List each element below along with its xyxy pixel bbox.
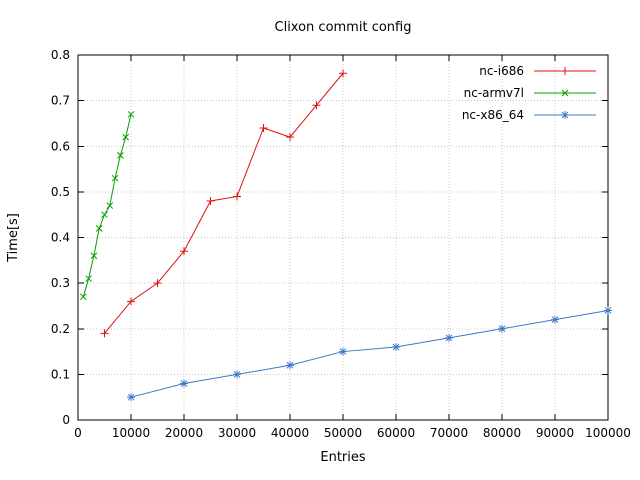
- legend-label-nc-i686: nc-i686: [479, 64, 524, 78]
- y-tick-label: 0.6: [51, 139, 70, 153]
- x-tick-label: 10000: [112, 426, 150, 440]
- x-axis-label: Entries: [320, 450, 366, 465]
- legend-label-nc-x86_64: nc-x86_64: [462, 108, 524, 122]
- series-line-nc-i686: [104, 72, 344, 334]
- y-tick-label: 0.5: [51, 185, 70, 199]
- y-tick-label: 0.8: [51, 48, 70, 62]
- y-tick-label: 0.3: [51, 276, 70, 290]
- series-markers-nc-x86_64: [127, 306, 612, 402]
- legend-marker-nc-armv7l: [561, 89, 569, 97]
- y-tick-label: 0.7: [51, 94, 70, 108]
- series-line-nc-armv7l: [82, 114, 132, 297]
- legend-marker-nc-x86_64: [561, 111, 569, 119]
- series-line-nc-x86_64: [130, 310, 609, 398]
- plot-render-layer: 0 10000 20000 30000 40000 50000 60000 70000 8000…: [51, 48, 631, 440]
- x-tick-label: 60000: [377, 426, 415, 440]
- x-tick-label: 0: [74, 426, 82, 440]
- x-tick-label: 20000: [165, 426, 203, 440]
- chart-title: Clixon commit config: [275, 20, 412, 35]
- x-tick-label: 70000: [430, 426, 468, 440]
- series-markers-nc-armv7l: [79, 110, 135, 301]
- x-tick-label: 80000: [483, 426, 521, 440]
- y-tick-label: 0.1: [51, 367, 70, 381]
- legend-label-nc-armv7l: nc-armv7l: [464, 86, 524, 100]
- y-tick-label: 0.4: [51, 231, 70, 245]
- y-tick-label: 0.2: [51, 322, 70, 336]
- x-tick-label: 100000: [585, 426, 631, 440]
- legend-marker-nc-i686: [561, 67, 569, 75]
- x-tick-label: 90000: [536, 426, 574, 440]
- x-tick-label: 40000: [271, 426, 309, 440]
- y-axis-label: Time[s]: [6, 213, 21, 263]
- series-markers-nc-i686: [100, 69, 347, 338]
- x-tick-label: 50000: [324, 426, 362, 440]
- x-tick-label: 30000: [218, 426, 256, 440]
- y-tick-label: 0: [62, 413, 70, 427]
